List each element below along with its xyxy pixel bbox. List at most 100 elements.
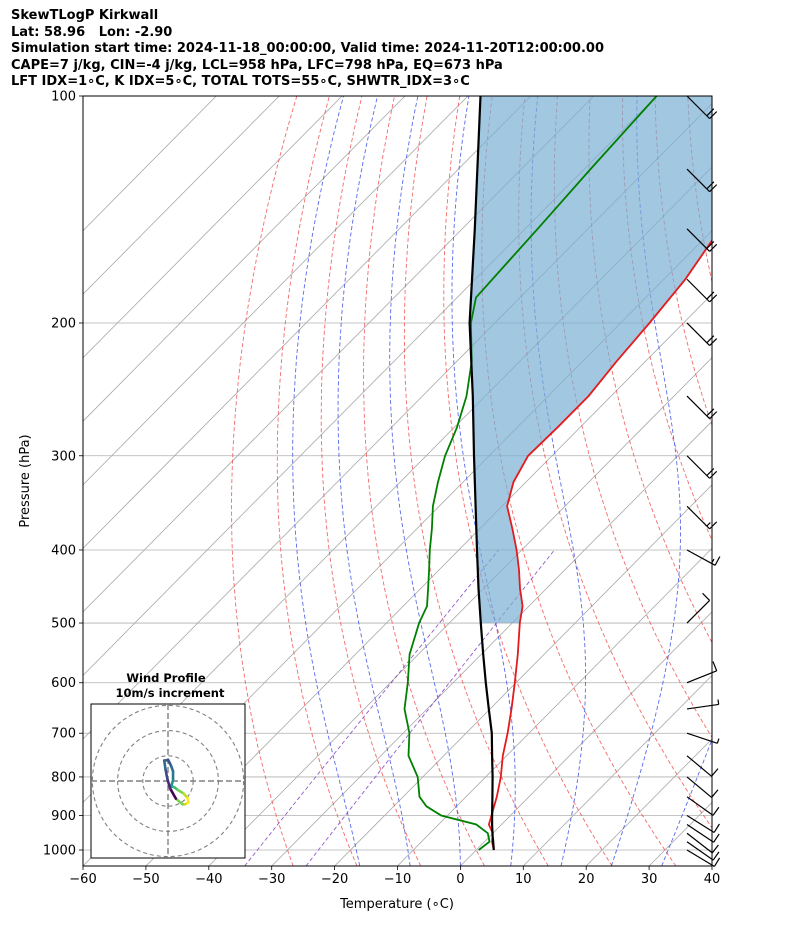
- location-line: Lat: 58.96 Lon: -2.90: [11, 24, 173, 40]
- isotherm: [83, 96, 217, 232]
- barb-flag: [706, 522, 711, 527]
- barb-staff: [686, 95, 711, 120]
- barb-flag: [712, 806, 720, 816]
- wind-barb: [686, 849, 721, 868]
- barb-flag: [717, 699, 720, 705]
- moist-adiabat: [389, 96, 461, 866]
- wind-barb: [686, 168, 718, 193]
- x-tick-label: −20: [321, 872, 348, 887]
- wind-barb: [686, 832, 719, 854]
- x-tick-label: 30: [641, 872, 658, 887]
- isotherm: [145, 293, 712, 866]
- y-tick-label: 300: [51, 449, 76, 464]
- hodograph-segment: [164, 767, 169, 781]
- barb-flag: [706, 335, 715, 344]
- barb-staff: [686, 796, 714, 816]
- x-tick-label: −30: [258, 872, 285, 887]
- barb-flag: [709, 470, 718, 479]
- y-tick-label: 800: [51, 770, 76, 785]
- wind-barb: [686, 455, 718, 479]
- barb-staff: [686, 776, 712, 798]
- barb-flag: [709, 338, 718, 347]
- barb-flag: [713, 857, 721, 867]
- barb-staff: [686, 395, 711, 420]
- barb-staff: [686, 278, 711, 303]
- isotherm: [460, 611, 712, 866]
- isotherm: [334, 484, 712, 866]
- wind-barb: [686, 592, 711, 624]
- barb-flag: [712, 851, 720, 861]
- wind-barb: [686, 823, 720, 843]
- y-tick-label: 1000: [43, 844, 76, 859]
- wind-barb: [686, 395, 718, 420]
- mixing-ratio-line: [305, 549, 555, 866]
- wind-barb: [686, 228, 718, 252]
- dry-adiabat: [403, 96, 549, 866]
- barb-staff: [686, 168, 711, 193]
- moist-adiabat: [711, 864, 712, 866]
- cape-line: CAPE=7 j/kg, CIN=-4 j/kg, LCL=958 hPa, L…: [11, 57, 503, 73]
- barb-flag: [709, 184, 718, 193]
- wind-barb: [686, 776, 719, 798]
- barb-flag: [711, 768, 719, 777]
- wind-barb: [686, 549, 721, 566]
- barb-staff: [686, 849, 715, 868]
- dry-adiabat: [753, 96, 794, 866]
- barb-flag: [709, 294, 718, 303]
- wind-barb: [686, 841, 720, 861]
- wind-barb: [686, 505, 718, 530]
- x-tick-label: −10: [384, 872, 411, 887]
- isotherm: [271, 420, 712, 866]
- isotherm: [711, 865, 712, 866]
- barb-staff: [686, 732, 718, 744]
- wind-barb: [686, 699, 720, 710]
- x-tick-label: −60: [69, 872, 96, 887]
- isotherm: [397, 547, 712, 866]
- hodograph-subtitle: 10m/s increment: [116, 686, 225, 700]
- hodograph-ring: [91, 704, 245, 858]
- barb-flag: [706, 108, 715, 117]
- wind-barb: [686, 322, 718, 347]
- x-tick-label: 0: [456, 872, 464, 887]
- barb-flag: [713, 833, 720, 843]
- barb-staff: [686, 841, 714, 861]
- moist-adiabat: [451, 96, 516, 866]
- y-tick-label: 500: [51, 617, 76, 632]
- y-tick-label: 600: [51, 676, 76, 691]
- barb-staff: [686, 228, 711, 252]
- wind-barb: [686, 278, 718, 303]
- barb-staff: [686, 505, 711, 530]
- dry-adiabat: [786, 96, 794, 866]
- wind-barb: [686, 815, 720, 833]
- isotherm: [83, 96, 594, 613]
- barb-flag: [711, 789, 719, 798]
- dry-adiabat: [276, 96, 358, 866]
- isotherm: [208, 357, 712, 866]
- barb-flag: [706, 408, 715, 417]
- barb-flag: [716, 738, 720, 744]
- barb-flag: [709, 411, 718, 420]
- hodograph-segment: [168, 787, 178, 800]
- parcel-line: [468, 96, 495, 851]
- temperature-line: [487, 238, 712, 851]
- x-tick-label: −40: [195, 872, 222, 887]
- barb-staff: [686, 815, 715, 833]
- barb-flag: [706, 291, 715, 300]
- barb-staff: [686, 832, 713, 854]
- y-tick-label: 200: [51, 316, 76, 331]
- barb-staff: [686, 823, 714, 843]
- moist-adiabat: [337, 96, 411, 866]
- cape-shading: [469, 96, 712, 623]
- y-tick-label: 900: [51, 809, 76, 824]
- dry-adiabat: [720, 96, 794, 866]
- isotherm: [83, 96, 532, 549]
- dry-adiabat: [320, 96, 422, 866]
- barb-staff: [686, 755, 712, 777]
- time-line: Simulation start time: 2024-11-18_00:00:…: [11, 41, 604, 56]
- indices-line: LFT IDX=1∘C, K IDX=5∘C, TOTAL TOTS=55∘C,…: [11, 74, 470, 89]
- chart-title: SkewTLogP Kirkwall: [11, 8, 159, 23]
- dry-adiabat: [654, 96, 712, 427]
- wind-barb: [686, 95, 718, 120]
- barb-staff: [686, 599, 711, 624]
